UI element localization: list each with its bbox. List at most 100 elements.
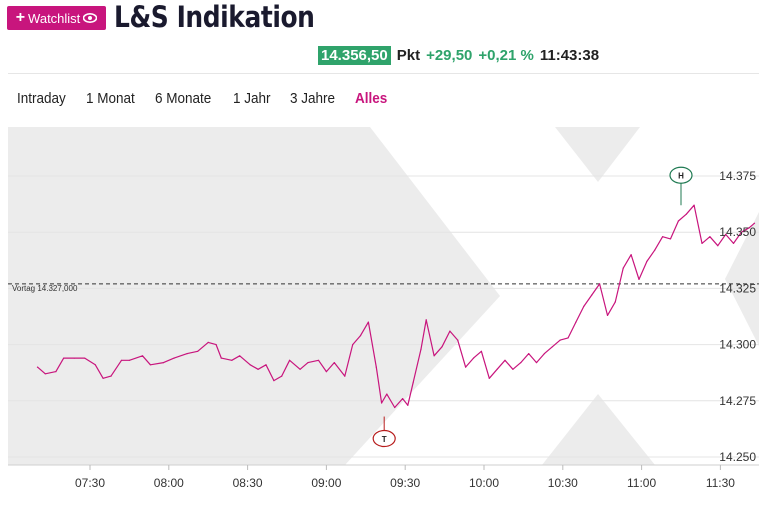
price-point xyxy=(567,337,569,339)
price-point xyxy=(197,350,199,352)
price-point xyxy=(394,406,396,409)
high-marker-label: H xyxy=(678,172,684,181)
price-point xyxy=(128,359,130,361)
tab-3-jahre[interactable]: 3 Jahre xyxy=(289,90,335,107)
price-point xyxy=(520,362,522,364)
price-point xyxy=(420,348,422,350)
price-point xyxy=(599,283,601,285)
price-point xyxy=(173,357,175,359)
price-point xyxy=(186,353,188,355)
price-point xyxy=(402,398,404,400)
tab-intraday[interactable]: Intraday xyxy=(17,90,66,107)
price-point xyxy=(44,373,46,375)
x-tick-label: 09:30 xyxy=(390,476,420,490)
price-point xyxy=(265,364,267,366)
price-point xyxy=(299,368,301,370)
price-point xyxy=(472,357,475,359)
reference-line-group: Vortag 14.327,000 xyxy=(8,283,759,293)
price-point xyxy=(488,377,490,379)
price-point xyxy=(480,350,482,352)
x-tick-label: 08:30 xyxy=(233,476,263,490)
plus-icon: + xyxy=(15,9,26,26)
price-point xyxy=(753,222,756,224)
change-absolute: +29,50 xyxy=(426,46,473,64)
background-shape-right xyxy=(725,212,759,346)
price-point xyxy=(622,267,624,269)
price-point xyxy=(433,355,435,357)
price-point xyxy=(449,330,451,332)
price-point xyxy=(669,238,672,240)
price-point xyxy=(381,402,383,404)
price-point xyxy=(441,346,443,348)
price-point xyxy=(289,359,291,361)
background-shape-bottom xyxy=(542,394,655,465)
price-point xyxy=(709,236,711,238)
price-point xyxy=(606,314,609,316)
price-point xyxy=(701,242,703,244)
tab-alles[interactable]: Alles xyxy=(354,90,387,107)
price-point xyxy=(231,359,233,361)
price-point xyxy=(748,227,750,229)
price-point xyxy=(273,380,275,382)
tab-1-jahr[interactable]: 1 Jahr xyxy=(232,90,271,107)
page-title: L&S Indikation xyxy=(114,0,315,34)
price-point xyxy=(36,366,39,368)
price-point xyxy=(375,366,377,368)
price-point xyxy=(465,366,467,368)
header: + Watchlist L&S Indikation 14.356,50 Pkt… xyxy=(0,0,767,70)
x-axis: 07:30 08:00 08:30 09:00 09:30 10:00 10:30 11:00… xyxy=(75,465,735,490)
price-point xyxy=(559,339,561,341)
x-tick-label: 11:30 xyxy=(706,476,735,490)
range-tabs: Intraday 1 Monat 6 Monate 1 Jahr 3 Jahre… xyxy=(17,90,391,107)
price-point xyxy=(249,364,251,366)
price-point xyxy=(110,375,112,377)
price-point xyxy=(496,368,498,370)
high-low-markers: HT xyxy=(372,166,693,448)
price-line xyxy=(37,204,755,409)
y-tick-label: 14.350 xyxy=(719,225,756,239)
tab-1-monat[interactable]: 1 Monat xyxy=(86,90,135,107)
price-point xyxy=(281,375,283,377)
eye-icon xyxy=(83,13,98,23)
price-point xyxy=(149,364,151,366)
price-point xyxy=(662,236,664,238)
price-point xyxy=(120,359,123,361)
price-unit: Pkt xyxy=(396,46,421,64)
tab-6-monate[interactable]: 6 Monate xyxy=(155,90,212,107)
watchlist-label: Watchlist xyxy=(28,10,81,26)
price-point xyxy=(162,362,165,364)
price-point xyxy=(630,254,632,256)
price-point xyxy=(504,359,506,361)
high-marker xyxy=(669,166,693,184)
price-point xyxy=(215,344,217,346)
price-point xyxy=(412,382,414,384)
price-point xyxy=(425,319,427,321)
x-tick-label: 09:00 xyxy=(311,476,341,490)
price-point xyxy=(638,278,640,280)
background-shape-left xyxy=(8,127,500,465)
price-point xyxy=(717,245,719,247)
x-tick-label: 11:00 xyxy=(627,476,656,490)
y-tick-label: 14.300 xyxy=(719,338,756,352)
price-point xyxy=(220,357,222,359)
price-point xyxy=(654,249,656,251)
low-marker xyxy=(372,429,396,448)
price-point xyxy=(94,364,96,366)
y-tick-label: 14.375 xyxy=(719,169,756,183)
price-point xyxy=(407,404,409,406)
price-point xyxy=(207,341,209,343)
price-point xyxy=(333,362,335,364)
price-point xyxy=(646,260,648,262)
price-point xyxy=(352,344,354,346)
quote-time: 11:43:38 xyxy=(539,46,600,64)
price-point xyxy=(141,355,144,357)
quote-line: 14.356,50 Pkt +29,50 +0,21 % 11:43:38 xyxy=(318,44,599,66)
price-point xyxy=(359,335,362,337)
reference-line-label: Vortag 14.327,000 xyxy=(12,284,78,293)
background-shape-top xyxy=(555,127,640,182)
watchlist-button[interactable]: + Watchlist xyxy=(7,6,106,30)
price-point xyxy=(317,359,320,361)
price-point xyxy=(528,353,530,355)
price-point xyxy=(614,301,616,303)
price-point xyxy=(591,294,593,296)
